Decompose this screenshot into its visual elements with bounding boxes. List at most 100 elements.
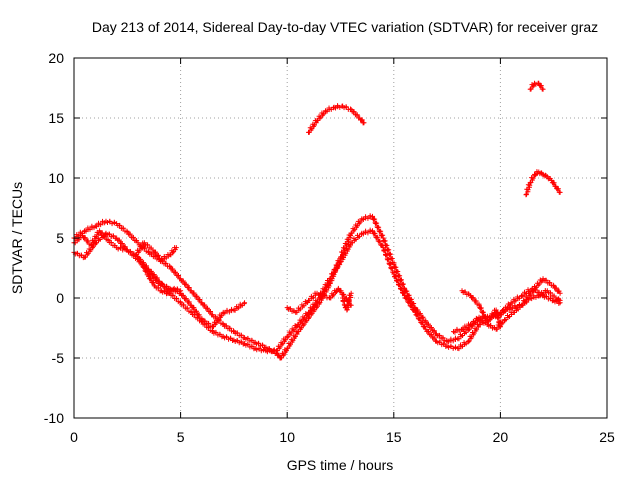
data-point [477, 305, 483, 311]
data-point [294, 331, 300, 337]
data-point [412, 309, 418, 315]
data-point [163, 260, 169, 266]
y-axis-label: SDTVAR / TECUs [9, 182, 25, 294]
data-point [540, 86, 546, 92]
data-point [482, 314, 488, 320]
data-point [396, 273, 402, 279]
data-point [428, 332, 434, 338]
data-point [131, 252, 137, 258]
data-point [476, 302, 482, 308]
data-point [193, 308, 199, 314]
data-point [557, 297, 563, 303]
data-point [543, 293, 549, 299]
data-point [173, 245, 179, 251]
series-track-4 [133, 240, 179, 263]
data-point [555, 186, 561, 192]
series-track-7 [340, 290, 354, 313]
data-point [380, 245, 386, 251]
data-point [150, 280, 156, 286]
data-point [425, 328, 431, 334]
data-point [533, 81, 539, 87]
data-point [186, 299, 192, 305]
data-point [151, 274, 157, 280]
y-tick-label: -5 [52, 350, 65, 366]
data-point [414, 312, 420, 318]
data-point [326, 278, 332, 284]
data-point [245, 335, 251, 341]
data-point [143, 268, 149, 274]
data-point [107, 218, 113, 224]
data-point [376, 238, 382, 244]
data-point [543, 277, 549, 283]
grid [74, 58, 607, 418]
data-point [470, 295, 476, 301]
data-point [137, 259, 143, 265]
data-point [394, 278, 400, 284]
data-point [380, 235, 386, 241]
data-point [437, 339, 443, 345]
data-point [391, 261, 397, 267]
data-point [337, 262, 343, 268]
data-point [344, 307, 350, 313]
data-point [255, 340, 261, 346]
data-point [462, 289, 468, 295]
data-point [207, 309, 213, 315]
data-point [408, 297, 414, 303]
y-tick-label: 15 [48, 110, 64, 126]
data-point [127, 231, 133, 237]
data-point [377, 229, 383, 235]
data-point [440, 335, 446, 341]
data-point [183, 281, 189, 287]
series-track-9 [459, 288, 503, 330]
data-point [227, 325, 233, 331]
series-track-10 [306, 103, 367, 135]
data-point [223, 323, 229, 329]
data-point [204, 305, 210, 311]
data-point [495, 315, 501, 321]
data-point [173, 296, 179, 302]
data-point [358, 117, 364, 123]
data-point [479, 318, 485, 324]
data-point [487, 322, 493, 328]
data-point [538, 83, 544, 89]
data-point [322, 292, 328, 298]
data-point [78, 252, 84, 258]
data-point [249, 343, 255, 349]
x-tick-label: 5 [177, 429, 185, 445]
data-point [337, 288, 343, 294]
data-point [348, 290, 354, 296]
data-point [146, 273, 152, 279]
data-point [184, 305, 190, 311]
data-point [110, 233, 116, 239]
data-point [348, 106, 354, 112]
data-point [275, 352, 281, 358]
data-point [326, 283, 332, 289]
data-point [448, 343, 454, 349]
data-point [383, 243, 389, 249]
data-point [371, 216, 377, 222]
data-point [375, 225, 381, 231]
data-point [202, 318, 208, 324]
data-point [183, 296, 189, 302]
data-point [141, 245, 147, 251]
x-tick-label: 25 [599, 429, 615, 445]
data-points [71, 80, 563, 361]
data-point [369, 213, 375, 219]
data-point [190, 290, 196, 296]
data-point [169, 266, 175, 272]
data-point [431, 328, 437, 334]
data-point [553, 183, 559, 189]
series-track-11 [527, 80, 546, 92]
data-point [388, 266, 394, 272]
data-point [371, 231, 377, 237]
data-point [532, 287, 538, 293]
data-point [369, 228, 375, 234]
data-point [536, 80, 542, 86]
data-point [172, 269, 178, 275]
data-point [188, 302, 194, 308]
data-point [259, 342, 265, 348]
data-point [361, 120, 367, 126]
data-point [229, 306, 235, 312]
data-point [557, 290, 563, 296]
data-point [101, 233, 107, 239]
